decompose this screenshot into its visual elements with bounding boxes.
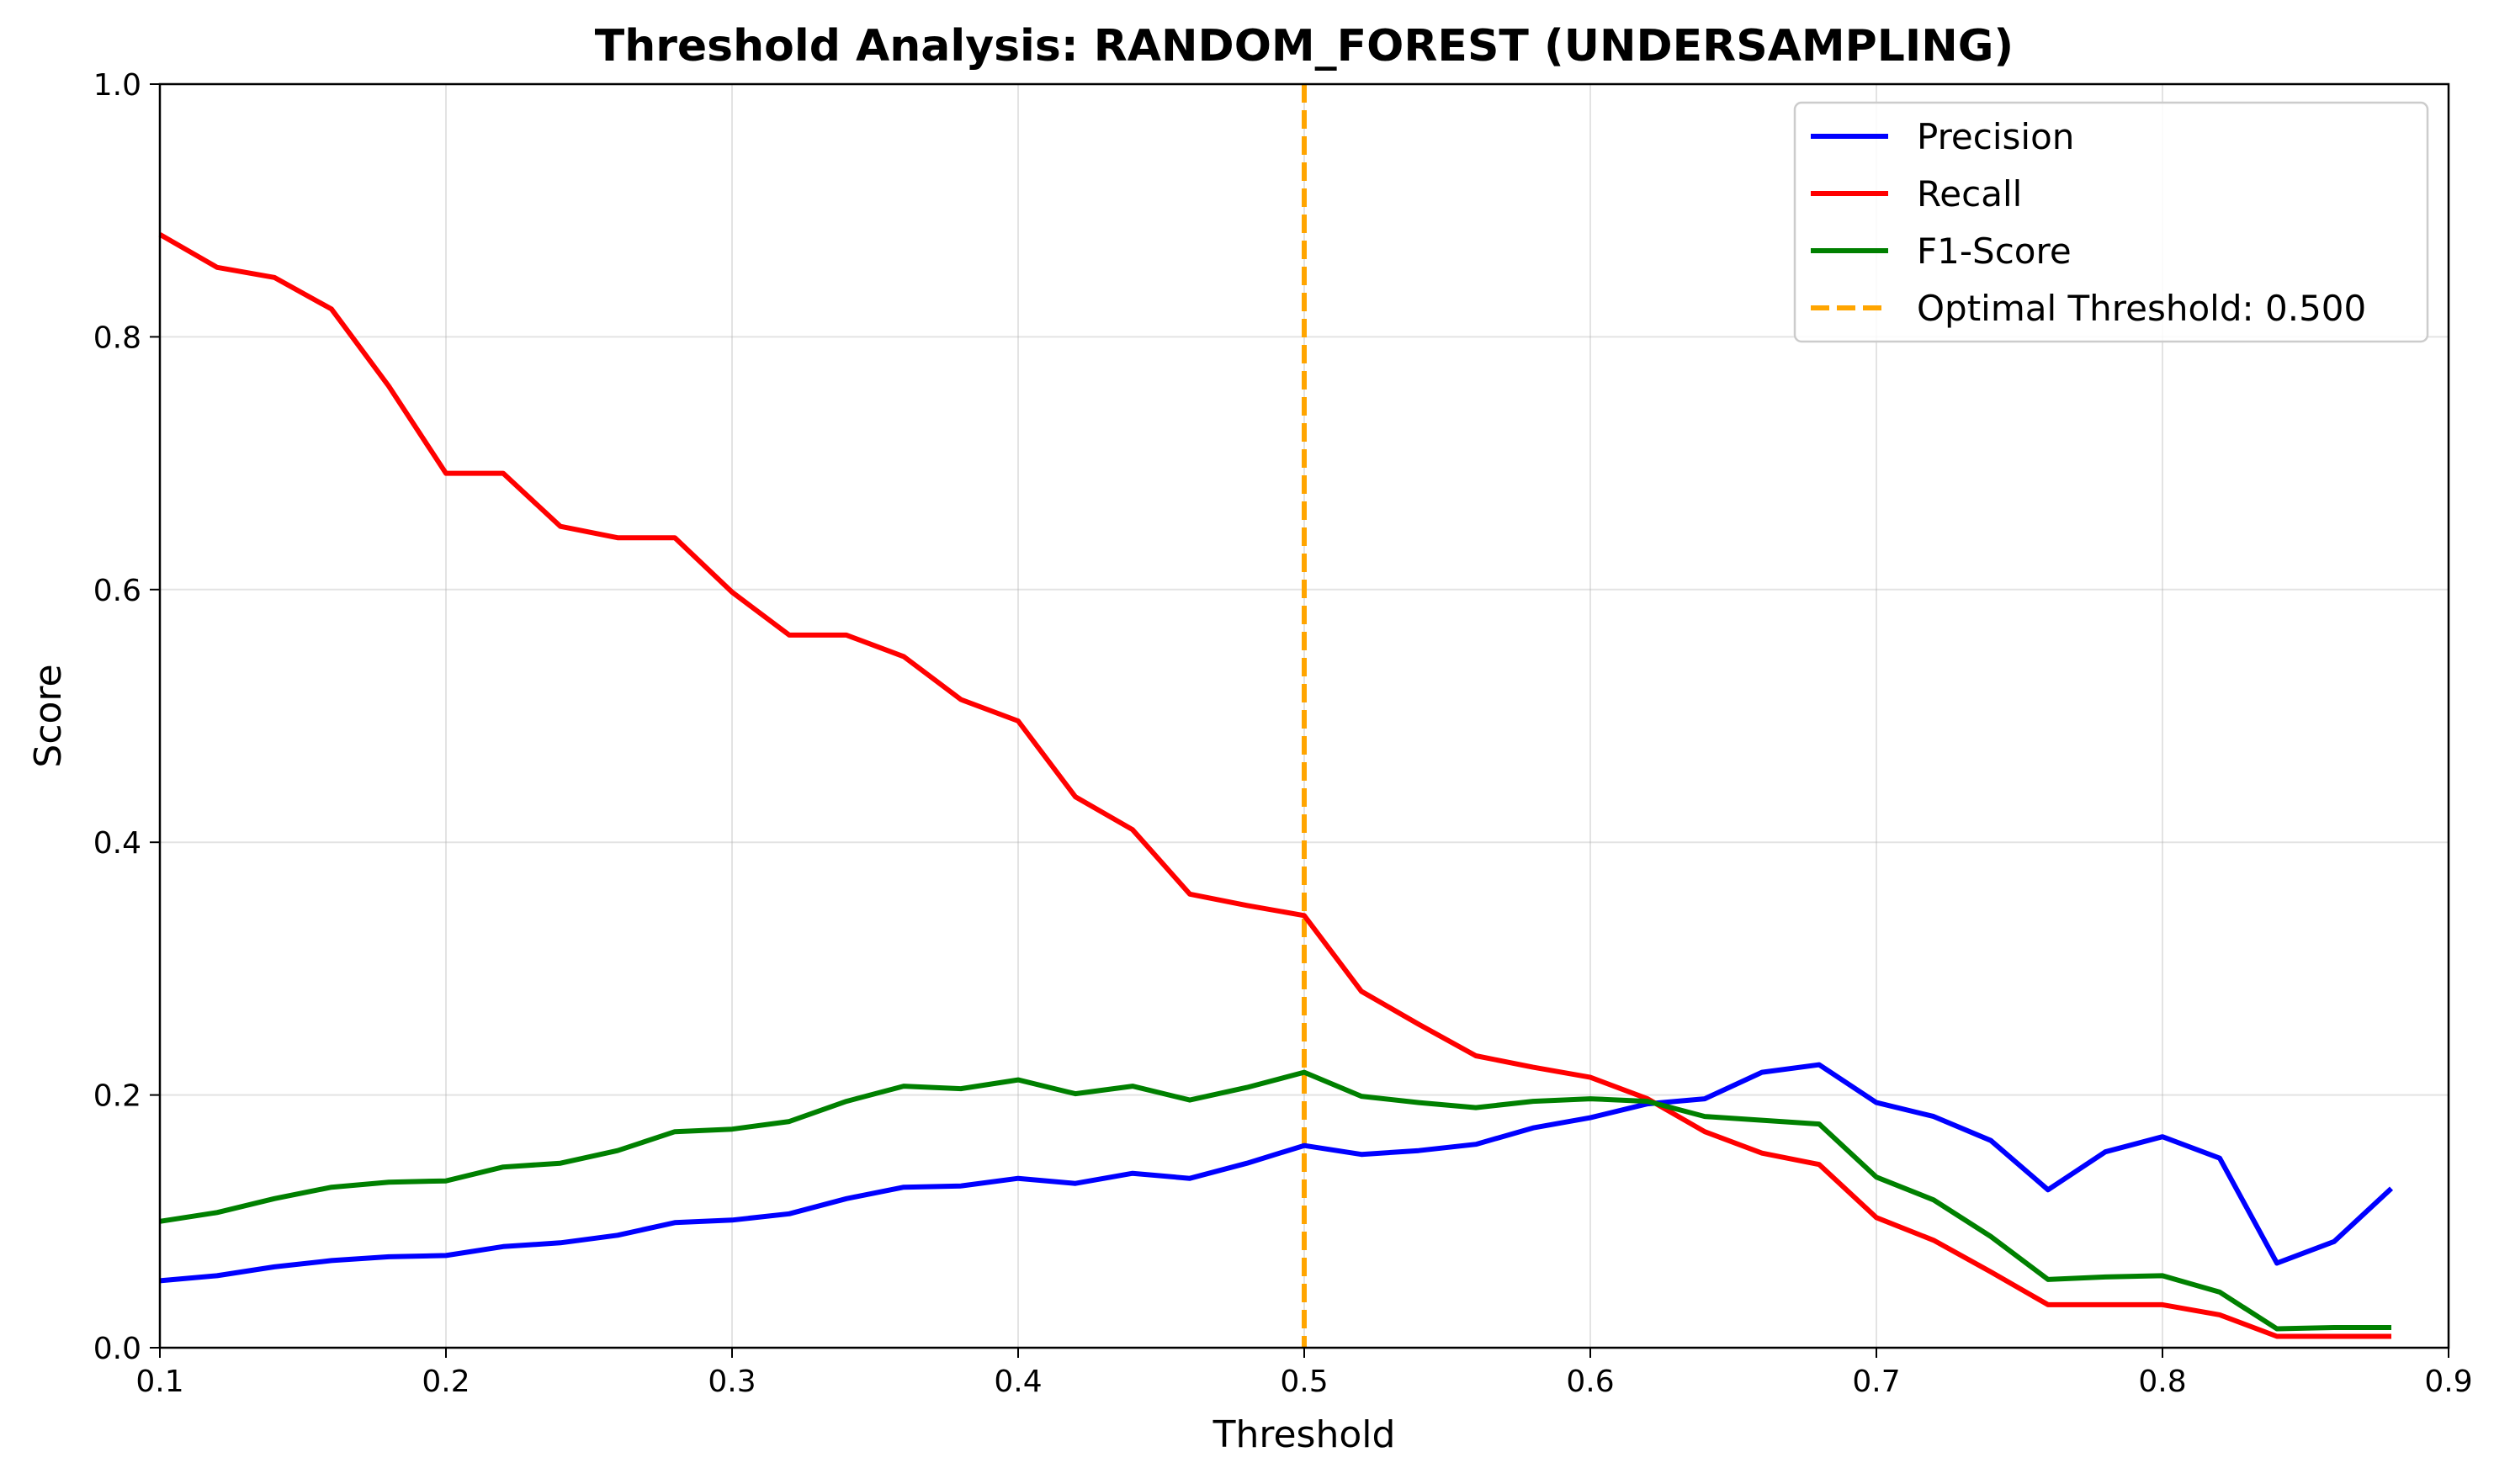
f1-score-line xyxy=(159,1069,2391,1332)
x-tick-label: 0.7 xyxy=(1852,1365,1900,1399)
x-tick-label: 0.6 xyxy=(1566,1365,1614,1399)
legend: Precision Recall F1-Score Optimal Threshold… xyxy=(1793,101,2429,343)
y-tick-label: 0.4 xyxy=(93,826,141,861)
x-tick-label: 0.8 xyxy=(2138,1365,2186,1399)
y-tick-label: 1.0 xyxy=(93,68,141,103)
x-axis-label: Threshold xyxy=(1213,1413,1396,1456)
legend-label-precision: Precision xyxy=(1917,116,2074,157)
legend-box xyxy=(1793,101,2429,343)
chart-title: Threshold Analysis: RANDOM_FOREST (UNDER… xyxy=(595,21,2014,72)
x-tick-label: 0.3 xyxy=(708,1365,756,1399)
x-tick-label: 0.9 xyxy=(2424,1365,2472,1399)
x-tick-label: 0.4 xyxy=(994,1365,1042,1399)
legend-label-recall: Recall xyxy=(1917,173,2022,215)
y-tick-label: 0.8 xyxy=(93,321,141,355)
y-tick-label: 0.6 xyxy=(93,574,141,608)
x-tick-label: 0.1 xyxy=(135,1365,183,1399)
x-tick-label: 0.5 xyxy=(1280,1365,1328,1399)
axis-ticks: 0.1 0.2 0.3 0.4 0.5 0.6 0.7 0.8 0.9 0.0 0.2 0.4 0.6 0… xyxy=(93,68,2473,1399)
recall-line xyxy=(158,232,2391,1339)
y-tick-label: 0.0 xyxy=(93,1332,141,1366)
y-axis-label: Score xyxy=(27,664,70,767)
x-tick-label: 0.2 xyxy=(422,1365,470,1399)
y-tick-label: 0.2 xyxy=(93,1079,141,1114)
legend-label-f1-score: F1-Score xyxy=(1917,231,2072,272)
precision-line xyxy=(159,1062,2394,1284)
legend-label-optimal-threshold-0-500: Optimal Threshold: 0.500 xyxy=(1917,288,2366,329)
series-layer xyxy=(158,232,2394,1339)
